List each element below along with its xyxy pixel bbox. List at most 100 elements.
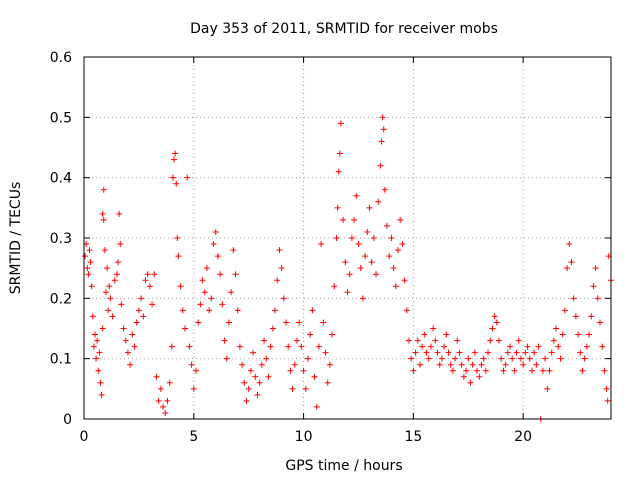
data-point (377, 162, 384, 169)
data-point (291, 361, 298, 368)
data-point (177, 283, 184, 290)
data-point (89, 313, 96, 320)
data-point (155, 397, 162, 404)
data-point (414, 337, 421, 344)
data-point (572, 313, 579, 320)
data-point (506, 343, 513, 350)
data-point (517, 355, 524, 362)
data-point (410, 367, 417, 374)
data-point (575, 331, 582, 338)
data-point (217, 271, 224, 278)
data-point (509, 355, 516, 362)
data-point (419, 343, 426, 350)
data-point (100, 216, 107, 223)
data-point (265, 373, 272, 380)
data-point (84, 265, 91, 272)
data-point (364, 228, 371, 235)
data-point (344, 289, 351, 296)
data-point (90, 343, 97, 350)
data-point (539, 367, 546, 374)
data-point (300, 367, 307, 374)
data-point (334, 204, 341, 211)
data-point (526, 355, 533, 362)
data-point (342, 259, 349, 266)
data-point (441, 343, 448, 350)
data-point (157, 385, 164, 392)
data-point (124, 349, 131, 356)
data-point (192, 367, 199, 374)
data-point (293, 337, 300, 344)
data-point (234, 307, 241, 314)
data-point (416, 361, 423, 368)
data-point (412, 349, 419, 356)
data-point (307, 331, 314, 338)
data-point (223, 355, 230, 362)
data-point (467, 379, 474, 386)
data-point (380, 126, 387, 133)
data-point (533, 361, 540, 368)
data-point (405, 337, 412, 344)
data-point (542, 355, 549, 362)
data-point (221, 337, 228, 344)
data-point (232, 271, 239, 278)
data-point (88, 283, 95, 290)
data-point (86, 247, 93, 254)
data-point (454, 337, 461, 344)
data-point (104, 265, 111, 272)
data-point (96, 349, 103, 356)
data-point (111, 277, 118, 284)
data-point (252, 373, 259, 380)
data-point (474, 367, 481, 374)
data-point (397, 216, 404, 223)
data-point (107, 295, 114, 302)
data-point (97, 379, 104, 386)
data-point (302, 385, 309, 392)
data-point (333, 235, 340, 241)
y-tick-label: 0.2 (50, 291, 72, 307)
data-point (304, 355, 311, 362)
data-point (427, 343, 434, 350)
data-point (313, 403, 320, 410)
data-point (278, 265, 285, 272)
data-point (590, 283, 597, 290)
data-point (289, 385, 296, 392)
data-point (337, 120, 344, 127)
data-point (362, 253, 369, 260)
data-point (434, 349, 441, 356)
data-point (498, 355, 505, 362)
data-point (353, 192, 360, 199)
data-point (146, 283, 153, 290)
data-point (471, 349, 478, 356)
data-point (322, 349, 329, 356)
data-point (117, 241, 124, 248)
data-point (555, 343, 562, 350)
data-point (370, 235, 377, 241)
data-point (171, 156, 178, 163)
data-point (515, 337, 522, 344)
data-point (311, 373, 318, 380)
data-point (106, 283, 113, 290)
data-point (548, 349, 555, 356)
data-point (586, 331, 593, 338)
data-point (326, 361, 333, 368)
data-point (109, 313, 116, 320)
y-tick-label: 0.5 (50, 110, 72, 126)
data-point (99, 325, 106, 332)
data-point (331, 283, 338, 290)
plot-frame (83, 56, 612, 420)
data-point (456, 349, 463, 356)
data-point (425, 355, 432, 362)
data-point (283, 319, 290, 326)
data-point (452, 355, 459, 362)
x-tick-label: 10 (295, 429, 313, 445)
data-point (392, 283, 399, 290)
data-point (346, 271, 353, 278)
data-point (184, 174, 191, 181)
gridlines (84, 57, 611, 419)
data-point (597, 319, 604, 326)
data-point (581, 355, 588, 362)
data-point (401, 277, 408, 284)
chart-title: Day 353 of 2011, SRMTID for receiver mob… (190, 21, 498, 37)
data-point (324, 379, 331, 386)
data-point (561, 307, 568, 314)
